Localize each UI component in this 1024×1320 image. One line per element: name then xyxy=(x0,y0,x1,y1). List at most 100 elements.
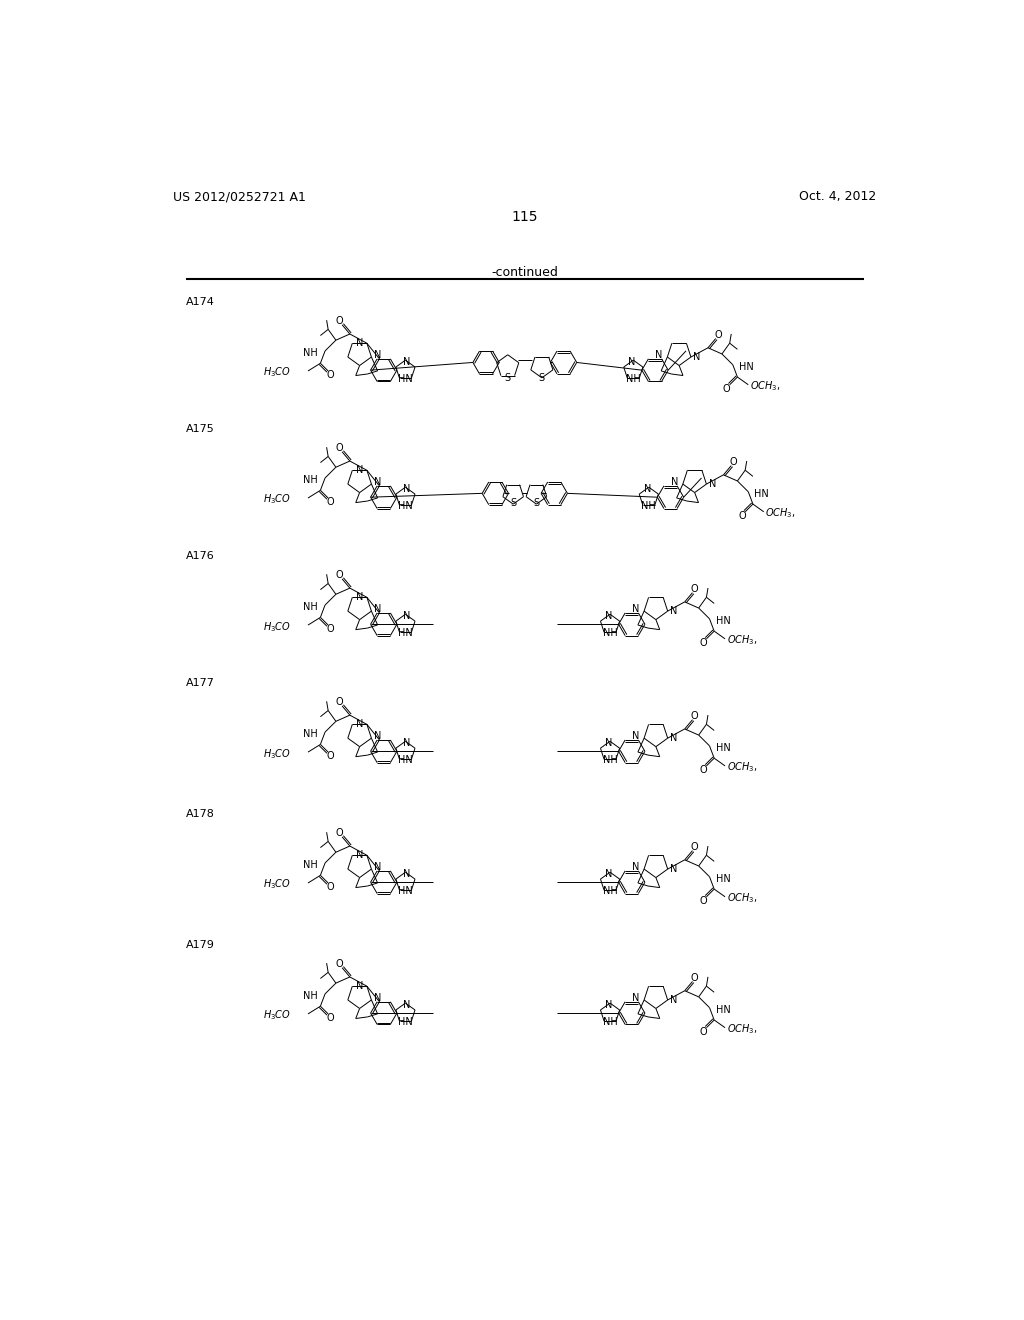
Text: HN: HN xyxy=(398,374,413,384)
Text: A176: A176 xyxy=(186,552,215,561)
Text: NH: NH xyxy=(603,1016,617,1027)
Text: O: O xyxy=(327,624,334,634)
Text: HN: HN xyxy=(755,490,769,499)
Text: N: N xyxy=(356,850,364,861)
Text: A175: A175 xyxy=(186,424,215,434)
Text: $H_3CO$: $H_3CO$ xyxy=(263,619,291,634)
Text: N: N xyxy=(632,993,639,1003)
Text: -continued: -continued xyxy=(492,265,558,279)
Text: N: N xyxy=(403,738,411,748)
Text: O: O xyxy=(336,958,344,969)
Text: $OCH_3$,: $OCH_3$, xyxy=(765,507,796,520)
Text: HN: HN xyxy=(739,362,754,372)
Text: O: O xyxy=(327,1012,334,1023)
Text: N: N xyxy=(403,611,411,620)
Text: S: S xyxy=(539,372,545,383)
Text: $OCH_3$,: $OCH_3$, xyxy=(727,891,757,906)
Text: O: O xyxy=(336,444,344,453)
Text: NH: NH xyxy=(603,886,617,896)
Text: O: O xyxy=(336,315,344,326)
Text: O: O xyxy=(336,570,344,579)
Text: NH: NH xyxy=(641,500,656,511)
Text: Oct. 4, 2012: Oct. 4, 2012 xyxy=(800,190,877,203)
Text: HN: HN xyxy=(716,874,730,884)
Text: S: S xyxy=(510,499,516,508)
Text: N: N xyxy=(374,993,381,1003)
Text: N: N xyxy=(670,865,678,874)
Text: N: N xyxy=(605,611,612,620)
Text: NH: NH xyxy=(626,374,641,384)
Text: O: O xyxy=(723,384,730,393)
Text: A179: A179 xyxy=(186,940,215,950)
Text: $OCH_3$,: $OCH_3$, xyxy=(727,760,757,775)
Text: N: N xyxy=(693,352,700,362)
Text: NH: NH xyxy=(302,475,317,486)
Text: NH: NH xyxy=(603,755,617,764)
Text: O: O xyxy=(699,1027,708,1036)
Text: HN: HN xyxy=(716,743,730,754)
Text: N: N xyxy=(356,593,364,602)
Text: S: S xyxy=(505,372,511,383)
Text: S: S xyxy=(534,499,540,508)
Text: N: N xyxy=(374,731,381,741)
Text: NH: NH xyxy=(302,730,317,739)
Text: N: N xyxy=(374,350,381,360)
Text: N: N xyxy=(403,999,411,1010)
Text: N: N xyxy=(403,356,411,367)
Text: N: N xyxy=(374,603,381,614)
Text: A177: A177 xyxy=(186,678,215,688)
Text: NH: NH xyxy=(302,861,317,870)
Text: $H_3CO$: $H_3CO$ xyxy=(263,878,291,891)
Text: O: O xyxy=(327,882,334,892)
Text: O: O xyxy=(336,697,344,708)
Text: NH: NH xyxy=(302,991,317,1001)
Text: N: N xyxy=(632,603,639,614)
Text: US 2012/0252721 A1: US 2012/0252721 A1 xyxy=(173,190,306,203)
Text: N: N xyxy=(403,869,411,879)
Text: N: N xyxy=(671,477,678,487)
Text: O: O xyxy=(699,638,708,648)
Text: HN: HN xyxy=(398,886,413,896)
Text: O: O xyxy=(715,330,722,339)
Text: O: O xyxy=(691,973,698,982)
Text: O: O xyxy=(691,711,698,721)
Text: N: N xyxy=(605,738,612,748)
Text: $OCH_3$,: $OCH_3$, xyxy=(727,634,757,647)
Text: O: O xyxy=(327,370,334,380)
Text: N: N xyxy=(632,731,639,741)
Text: N: N xyxy=(709,479,716,490)
Text: NH: NH xyxy=(302,602,317,612)
Text: N: N xyxy=(655,350,663,360)
Text: O: O xyxy=(738,511,745,520)
Text: NH: NH xyxy=(603,628,617,638)
Text: N: N xyxy=(605,999,612,1010)
Text: O: O xyxy=(730,457,737,467)
Text: HN: HN xyxy=(398,500,413,511)
Text: $H_3CO$: $H_3CO$ xyxy=(263,1008,291,1023)
Text: O: O xyxy=(327,496,334,507)
Text: O: O xyxy=(699,896,708,906)
Text: $H_3CO$: $H_3CO$ xyxy=(263,366,291,379)
Text: N: N xyxy=(670,995,678,1005)
Text: $OCH_3$,: $OCH_3$, xyxy=(727,1022,757,1036)
Text: N: N xyxy=(374,477,381,487)
Text: N: N xyxy=(670,606,678,616)
Text: N: N xyxy=(356,719,364,730)
Text: O: O xyxy=(327,751,334,760)
Text: HN: HN xyxy=(398,755,413,764)
Text: N: N xyxy=(643,483,651,494)
Text: HN: HN xyxy=(398,1016,413,1027)
Text: $H_3CO$: $H_3CO$ xyxy=(263,492,291,507)
Text: HN: HN xyxy=(716,1005,730,1015)
Text: N: N xyxy=(670,733,678,743)
Text: N: N xyxy=(356,338,364,348)
Text: N: N xyxy=(628,356,636,367)
Text: O: O xyxy=(691,842,698,851)
Text: O: O xyxy=(336,828,344,838)
Text: NH: NH xyxy=(302,348,317,358)
Text: N: N xyxy=(632,862,639,871)
Text: N: N xyxy=(374,862,381,871)
Text: A174: A174 xyxy=(186,297,215,308)
Text: HN: HN xyxy=(398,628,413,638)
Text: HN: HN xyxy=(716,616,730,626)
